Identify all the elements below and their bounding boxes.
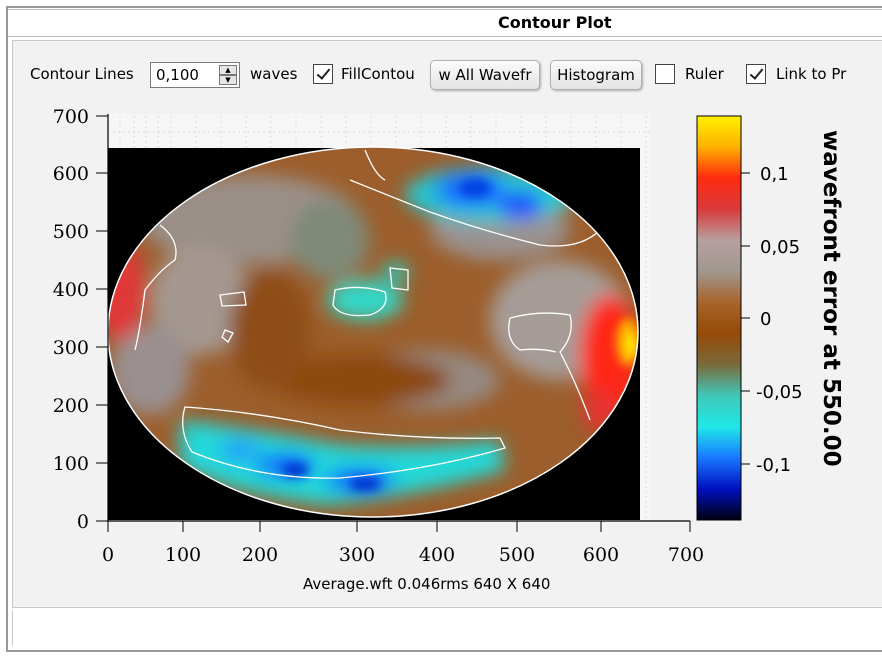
status-strip (12, 610, 882, 646)
toolbar: Contour Lines 0,100 ▲ ▼ waves FillContou… (0, 56, 882, 96)
contour-interval-spinbox[interactable]: 0,100 ▲ ▼ (150, 62, 240, 88)
window-title: Contour Plot (498, 13, 612, 32)
colorbar-tick-labels: 0,1 0,05 0 -0,05 -0,1 (756, 164, 803, 476)
y-tick-label: 200 (53, 395, 89, 417)
y-tick-label: 500 (53, 221, 89, 243)
histogram-button[interactable]: Histogram (550, 60, 642, 90)
waves-label: waves (250, 65, 298, 83)
x-tick-labels: 0 100 200 300 400 500 600 700 (102, 544, 704, 566)
contour-interval-value[interactable]: 0,100 (156, 66, 199, 84)
title-bar: Contour Plot (8, 9, 882, 37)
y-tick-label: 300 (53, 337, 89, 359)
link-to-profile-label[interactable]: Link to Pr (776, 65, 847, 83)
fill-contours-checkbox[interactable] (313, 64, 333, 84)
fill-contours-label[interactable]: FillContou (341, 65, 415, 83)
y-axis-ticks (96, 115, 108, 522)
x-tick-label: 500 (499, 544, 535, 566)
plot-caption: Average.wft 0.046rms 640 X 640 (303, 575, 551, 593)
show-all-wavefronts-button[interactable]: w All Wavefr (430, 60, 540, 90)
x-tick-label: 400 (419, 544, 455, 566)
axes (107, 114, 690, 522)
ruler-label[interactable]: Ruler (685, 65, 724, 83)
y-tick-label: 0 (77, 511, 89, 533)
y-tick-label: 400 (53, 279, 89, 301)
colorbar-tick-label: 0,05 (760, 237, 800, 258)
link-to-profile-checkbox[interactable] (746, 64, 766, 84)
contour-lines-label: Contour Lines (30, 65, 134, 83)
x-axis-ticks (107, 521, 691, 532)
colorbar-tick-label: 0 (760, 309, 771, 330)
spin-down-icon[interactable]: ▼ (219, 75, 237, 85)
colorbar-title: wavefront error at 550.00 (818, 130, 844, 467)
y-tick-label: 100 (53, 453, 89, 475)
y-tick-labels: 0 100 200 300 400 500 600 700 (53, 106, 89, 533)
colorbar-tick-label: -0,05 (756, 382, 803, 403)
x-tick-label: 700 (668, 544, 704, 566)
x-tick-label: 600 (583, 544, 619, 566)
colorbar-tick-label: -0,1 (756, 455, 791, 476)
y-tick-label: 600 (53, 163, 89, 185)
ruler-checkbox[interactable] (655, 64, 675, 84)
heatmap (108, 147, 638, 517)
x-tick-label: 0 (102, 544, 114, 566)
x-tick-label: 100 (165, 544, 201, 566)
spin-up-icon[interactable]: ▲ (219, 65, 237, 75)
x-tick-label: 200 (242, 544, 278, 566)
colorbar-tick-label: 0,1 (760, 164, 789, 185)
colorbar-ticks (741, 172, 750, 465)
colorbar (696, 115, 742, 521)
y-tick-label: 700 (53, 106, 89, 128)
x-tick-label: 300 (339, 544, 375, 566)
